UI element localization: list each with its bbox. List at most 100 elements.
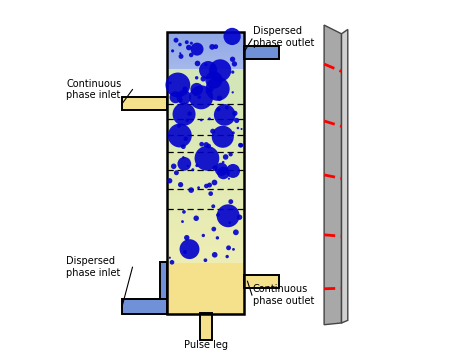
Point: [182, 136, 190, 142]
Point: [183, 235, 191, 240]
Point: [212, 44, 219, 49]
Point: [193, 75, 201, 80]
Point: [211, 165, 219, 171]
Point: [180, 94, 188, 100]
Point: [202, 62, 210, 67]
Point: [219, 160, 227, 165]
Point: [209, 128, 217, 134]
Point: [222, 154, 229, 160]
Point: [192, 215, 200, 221]
Point: [198, 117, 205, 123]
Point: [206, 116, 213, 122]
Point: [185, 45, 192, 50]
Point: [180, 209, 188, 215]
Point: [183, 40, 191, 45]
Point: [214, 235, 221, 241]
Point: [194, 61, 201, 66]
Bar: [122, 97, 167, 110]
Text: Dispersed
phase inlet: Dispersed phase inlet: [66, 256, 121, 278]
Point: [207, 191, 215, 197]
Point: [214, 212, 222, 218]
Point: [229, 130, 237, 136]
Point: [200, 76, 207, 82]
Point: [166, 80, 174, 86]
Bar: [244, 46, 279, 59]
Point: [227, 199, 235, 204]
Point: [189, 167, 197, 173]
Point: [211, 180, 219, 185]
Point: [202, 183, 210, 189]
Point: [225, 176, 233, 181]
Point: [186, 111, 193, 116]
Point: [180, 155, 187, 160]
Point: [175, 123, 183, 129]
Point: [217, 67, 224, 73]
Point: [192, 91, 200, 97]
Bar: [122, 299, 167, 314]
Point: [176, 97, 184, 103]
Point: [231, 110, 239, 116]
Point: [203, 75, 210, 80]
Point: [195, 185, 202, 191]
Bar: [167, 32, 244, 314]
Point: [228, 34, 236, 39]
Point: [187, 187, 195, 193]
Point: [181, 249, 189, 255]
Point: [231, 61, 238, 67]
Point: [229, 56, 237, 62]
Point: [229, 90, 237, 95]
Point: [234, 125, 242, 131]
Point: [176, 42, 184, 47]
Point: [193, 46, 201, 52]
Point: [233, 118, 240, 123]
Point: [193, 163, 201, 168]
Point: [229, 168, 237, 174]
Point: [210, 203, 217, 209]
Point: [181, 86, 189, 92]
Text: Pulse leg: Pulse leg: [183, 340, 228, 351]
Point: [184, 163, 191, 169]
Point: [210, 77, 218, 83]
Point: [181, 161, 188, 167]
Bar: [244, 275, 279, 288]
Point: [176, 133, 183, 138]
Point: [179, 219, 186, 225]
Point: [186, 246, 193, 252]
Text: Dispersed
phase outlet: Dispersed phase outlet: [253, 26, 314, 48]
Point: [188, 40, 195, 46]
Text: Continuous
phase inlet: Continuous phase inlet: [66, 79, 121, 100]
Point: [214, 86, 221, 92]
Point: [230, 246, 237, 252]
Point: [193, 86, 201, 92]
Point: [212, 167, 219, 173]
Point: [223, 254, 231, 259]
Point: [216, 95, 223, 101]
Point: [177, 54, 185, 59]
Point: [203, 155, 211, 161]
Point: [201, 257, 209, 263]
Point: [166, 178, 173, 184]
Point: [207, 86, 215, 92]
Point: [212, 77, 219, 83]
Point: [218, 167, 225, 172]
Point: [238, 126, 246, 132]
Point: [187, 52, 195, 58]
Point: [197, 95, 205, 100]
Point: [198, 141, 205, 147]
Point: [180, 144, 187, 149]
Point: [200, 233, 207, 238]
Bar: [160, 262, 167, 314]
Point: [209, 44, 216, 50]
Text: Continuous
phase outlet: Continuous phase outlet: [253, 284, 314, 306]
Point: [203, 89, 210, 95]
Point: [183, 118, 191, 123]
Point: [166, 255, 173, 261]
Point: [221, 112, 228, 118]
Polygon shape: [342, 29, 348, 323]
Point: [169, 48, 176, 54]
Polygon shape: [324, 25, 342, 325]
Point: [173, 170, 180, 175]
Point: [177, 182, 184, 187]
Point: [174, 82, 182, 88]
Point: [210, 226, 218, 232]
